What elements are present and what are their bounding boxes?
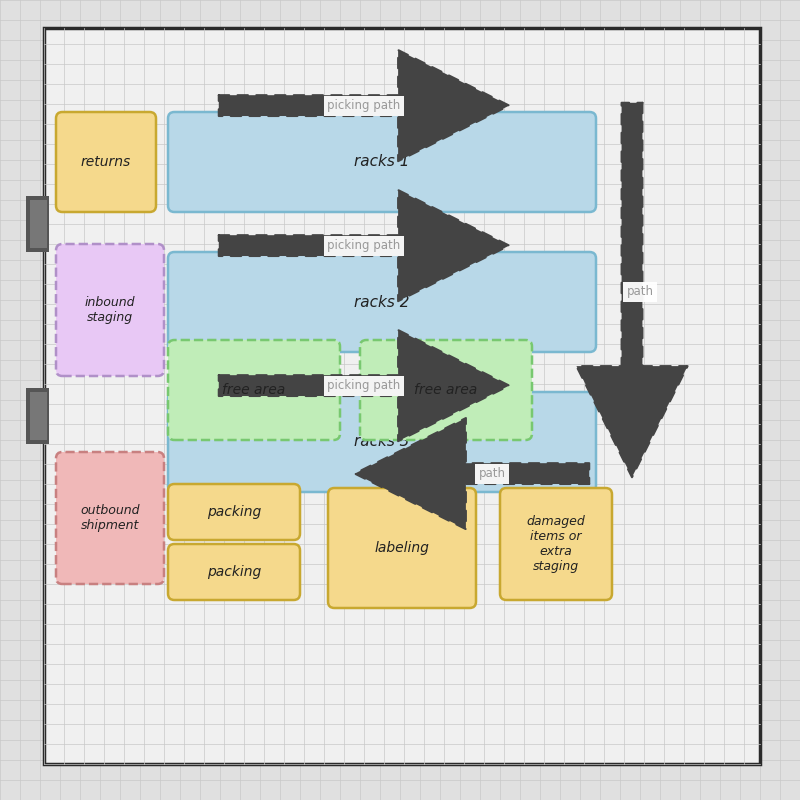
FancyBboxPatch shape: [500, 488, 612, 600]
Bar: [26, 388, 49, 444]
Text: damaged
items or
extra
staging: damaged items or extra staging: [526, 515, 586, 573]
Text: racks 3: racks 3: [354, 434, 410, 450]
Text: picking path: picking path: [327, 379, 401, 392]
Text: free area: free area: [414, 383, 478, 397]
FancyBboxPatch shape: [168, 340, 340, 440]
Bar: [26, 196, 49, 252]
FancyBboxPatch shape: [56, 244, 164, 376]
FancyBboxPatch shape: [360, 340, 532, 440]
Text: returns: returns: [81, 155, 131, 169]
FancyBboxPatch shape: [168, 544, 300, 600]
Bar: [30, 392, 47, 440]
FancyBboxPatch shape: [328, 488, 476, 608]
FancyBboxPatch shape: [168, 252, 596, 352]
Bar: [30, 200, 47, 248]
Text: inbound
staging: inbound staging: [85, 296, 135, 324]
Text: racks 2: racks 2: [354, 294, 410, 310]
FancyBboxPatch shape: [168, 112, 596, 212]
FancyBboxPatch shape: [56, 452, 164, 584]
Text: outbound
shipment: outbound shipment: [80, 504, 140, 532]
FancyBboxPatch shape: [168, 392, 596, 492]
Text: packing: packing: [207, 565, 261, 579]
Text: free area: free area: [222, 383, 286, 397]
Text: picking path: picking path: [327, 239, 401, 252]
Text: packing: packing: [207, 505, 261, 519]
Text: picking path: picking path: [327, 99, 401, 112]
Text: racks 1: racks 1: [354, 154, 410, 170]
Bar: [44, 28, 760, 764]
Text: path: path: [478, 467, 506, 480]
Text: labeling: labeling: [374, 541, 430, 555]
FancyBboxPatch shape: [168, 484, 300, 540]
Text: path: path: [626, 286, 654, 298]
FancyBboxPatch shape: [56, 112, 156, 212]
